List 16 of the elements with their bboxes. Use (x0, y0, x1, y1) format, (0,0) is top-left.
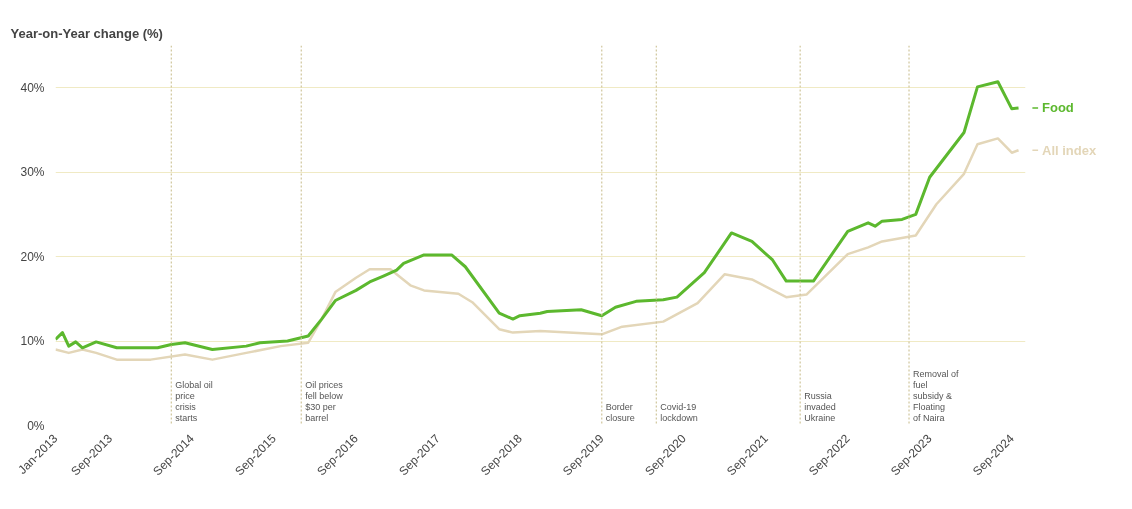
line-series (55, 80, 1021, 351)
y-tick-label: 40% (20, 80, 45, 95)
y-axis-title: Year-on-Year change (%) (10, 25, 163, 41)
ref-line-label: Border closure (605, 401, 635, 423)
y-tick-label: 20% (20, 249, 45, 264)
y-tick-label: 0% (27, 418, 45, 433)
ref-line-label: Removal of fuel subsidy & Floating of Naira (913, 368, 960, 423)
y-tick-label: 30% (20, 165, 45, 180)
ref-line-label: Russia invaded Ukraine (804, 390, 836, 423)
legend-label: Food (1042, 100, 1074, 116)
ref-line-label: Global oil price crisis starts (175, 379, 213, 423)
y-tick-label: 10% (20, 334, 45, 349)
line-series (55, 137, 1020, 361)
legend-label: All index (1042, 142, 1097, 158)
ref-line-label: Covid-19 lockdown (660, 401, 698, 423)
ref-line-label: Oil prices fell below $30 per barrel (305, 379, 344, 423)
